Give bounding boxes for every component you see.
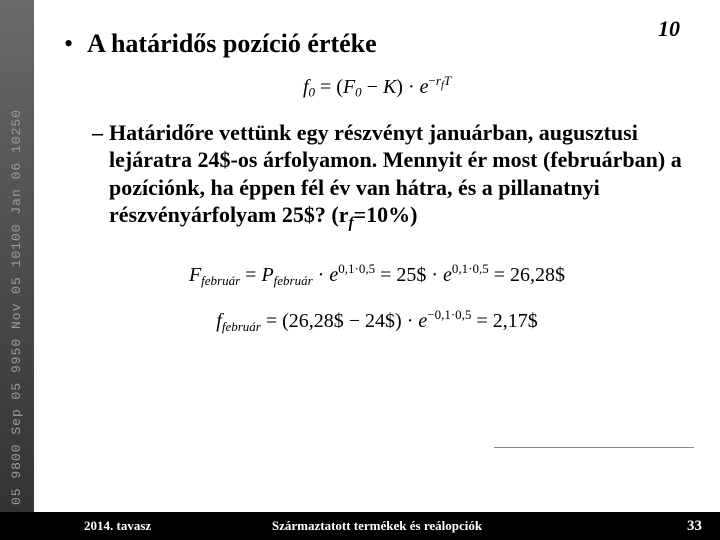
eq2-e2: e (443, 264, 452, 286)
sub-bullet-tail: =10%) (354, 202, 418, 227)
eq-close: ) (396, 76, 403, 98)
eq-exp-neg: − (429, 73, 436, 88)
footer-left: 2014. tavasz (84, 518, 151, 534)
eq2-P-sub: február (274, 273, 313, 288)
formula-f-feb: ffebruár = (26,28$ − 24$) · e−0,1·0,5 = … (64, 307, 690, 335)
formula-F-feb-eq: Ffebruár = Pfebruár · e0,1·0,5 = 25$ · e… (189, 264, 565, 286)
footer: 2014. tavasz Származtatott termékek és r… (34, 512, 720, 540)
eq-K: K (383, 76, 396, 98)
footer-right: 33 (687, 518, 702, 535)
sub-bullet: – Határidőre vettünk egy részvényt januá… (92, 119, 690, 233)
eq-exp-T: T (444, 73, 451, 88)
eq3-eq1: = (26,28$ − 24$) · (261, 310, 419, 332)
eq2-F-sub: február (201, 273, 240, 288)
eq-eq: = (320, 76, 336, 98)
dash-icon: – (92, 119, 103, 147)
eq3-exp: −0,1·0,5 (427, 307, 471, 322)
eq-F: F (343, 76, 355, 98)
formula-f-feb-eq: ffebruár = (26,28$ − 24$) · e−0,1·0,5 = … (216, 310, 537, 332)
eq2-eq2: = 25$ · (375, 264, 443, 286)
eq2-dot: · (313, 264, 330, 286)
sidebar-footer-cap (0, 512, 34, 540)
formula-main-eq: f0 = (F0 − K) · e−rfT (303, 73, 451, 101)
eq2-F: F (189, 264, 201, 286)
eq-open: ( (336, 76, 343, 98)
eq3-f-sub: február (222, 318, 261, 333)
eq-dot: · (403, 76, 420, 98)
eq2-e: e (329, 264, 338, 286)
sidebar-ticker: Jul 05 9800 Sep 05 9950 Nov 05 10100 Jan… (0, 0, 34, 540)
eq2-eq3: = 26,28$ (489, 264, 565, 286)
divider (494, 447, 694, 448)
eq-e: e (420, 76, 429, 98)
formula-F-feb: Ffebruár = Pfebruár · e0,1·0,5 = 25$ · e… (64, 261, 690, 289)
title-row: • A határidős pozíció értéke (64, 28, 690, 59)
sub-bullet-text: Határidőre vettünk egy részvényt januárb… (109, 119, 690, 233)
eq-exp: −rfT (429, 73, 452, 88)
bullet-icon: • (64, 28, 73, 59)
eq2-exp1: 0,1·0,5 (338, 261, 375, 276)
page-title: A határidős pozíció értéke (87, 28, 377, 59)
eq-minus: − (362, 76, 383, 98)
sidebar-ticker-text: Jul 05 9800 Sep 05 9950 Nov 05 10100 Jan… (0, 109, 34, 540)
eq3-e: e (418, 310, 427, 332)
eq2-eq1: = (240, 264, 261, 286)
formula-main: f0 = (F0 − K) · e−rfT (64, 73, 690, 101)
eq2-P: P (261, 264, 273, 286)
eq-f-sub: 0 (309, 85, 316, 100)
eq2-exp2: 0,1·0,5 (452, 261, 489, 276)
slide-number: 10 (658, 16, 680, 42)
eq3-eq2: = 2,17$ (471, 310, 537, 332)
slide-content: 10 • A határidős pozíció értéke f0 = (F0… (34, 0, 720, 512)
